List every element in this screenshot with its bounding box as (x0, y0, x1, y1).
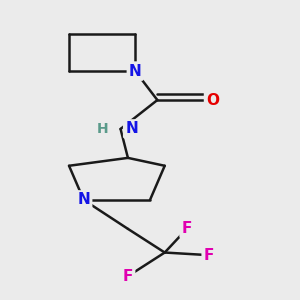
Text: F: F (182, 221, 192, 236)
Text: N: N (77, 193, 90, 208)
Text: F: F (123, 269, 133, 284)
Text: H: H (96, 122, 108, 136)
Text: F: F (204, 248, 214, 263)
Text: O: O (206, 92, 219, 107)
Text: N: N (129, 64, 142, 79)
Text: N: N (125, 122, 138, 136)
